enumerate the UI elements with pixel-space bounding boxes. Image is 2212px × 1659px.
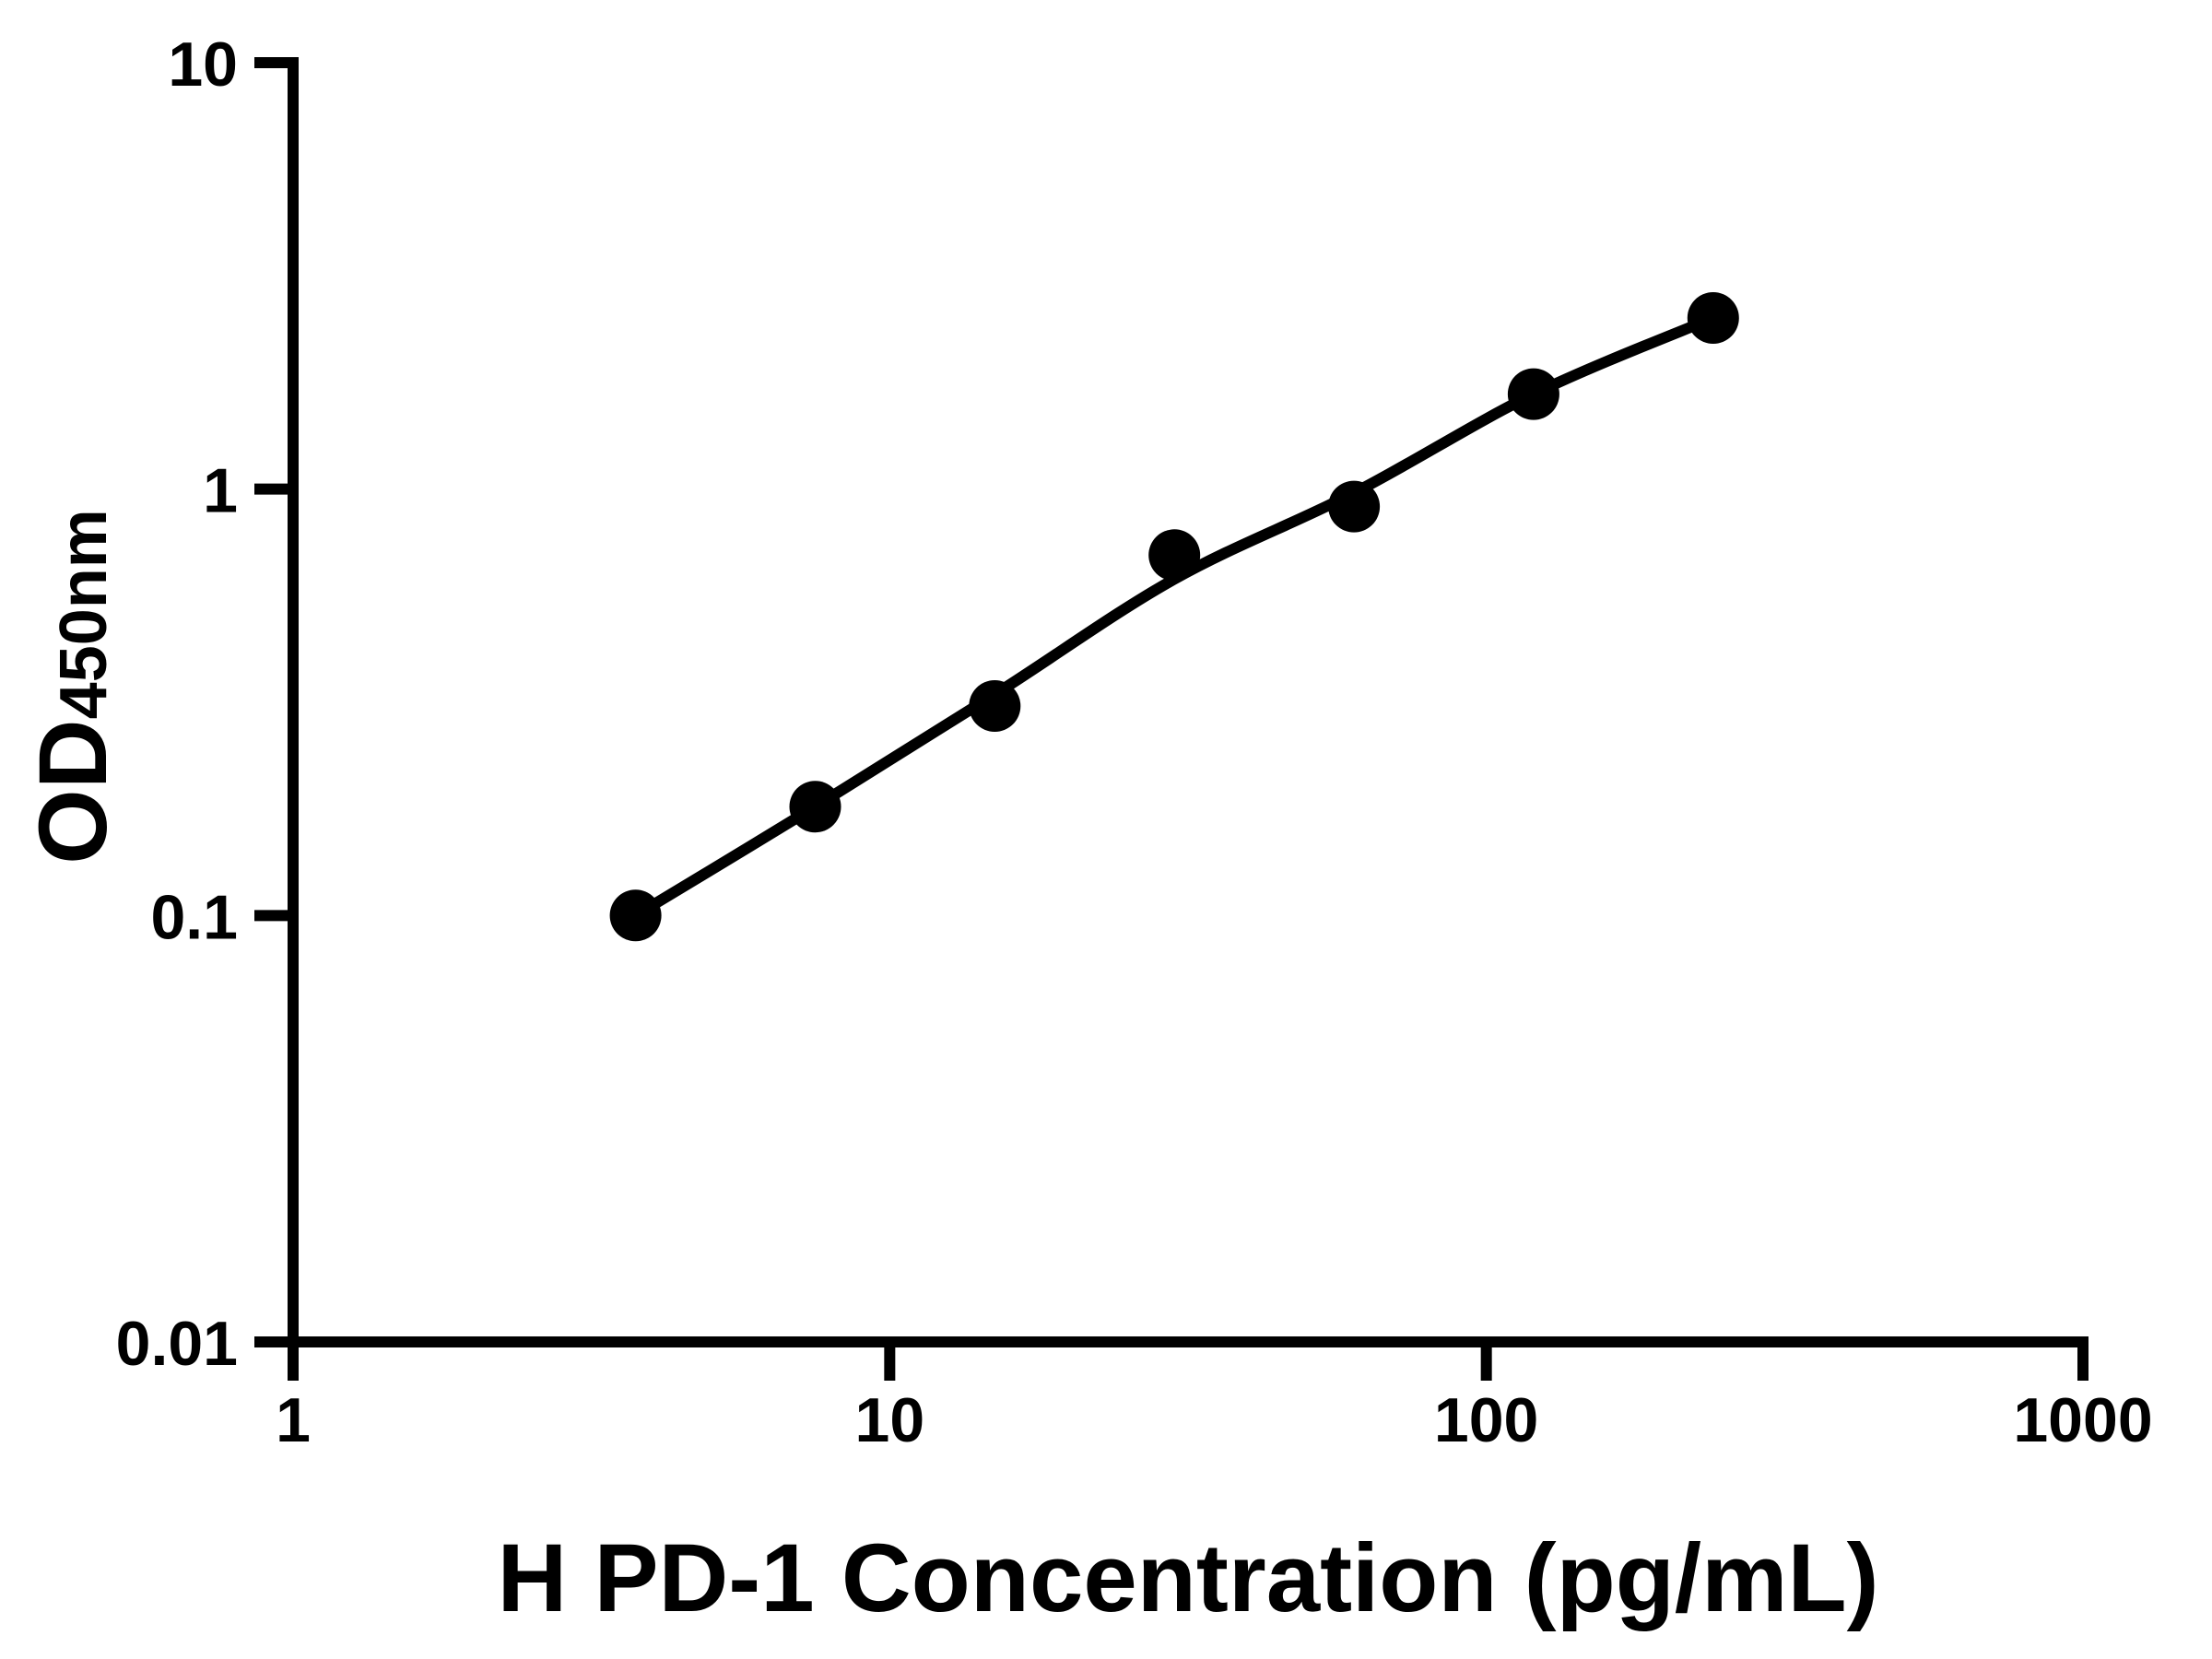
y-axis-title-sub: 450nm (47, 509, 121, 719)
data-point (969, 680, 1021, 732)
axes-layer: 1 10 100 1000 10 1 0.1 0.01 (116, 29, 2153, 1455)
y-tick-label: 0.01 (116, 1309, 238, 1379)
data-point (1687, 292, 1739, 344)
plot-layer (609, 292, 1739, 942)
y-tick-label: 10 (168, 29, 238, 100)
x-axis-title: H PD-1 Concentration (pg/mL) (497, 1524, 1878, 1632)
x-tick-label: 10 (855, 1385, 925, 1455)
data-point (609, 889, 662, 942)
x-tick-label: 1 (276, 1385, 311, 1455)
x-tick-label: 1000 (2013, 1385, 2152, 1455)
data-point (1507, 368, 1559, 420)
x-tick-label: 100 (1434, 1385, 1538, 1455)
y-axis-title: OD450nm (19, 509, 127, 865)
y-tick-label: 0.1 (150, 882, 238, 952)
data-point (789, 781, 841, 833)
data-point (1148, 529, 1201, 582)
y-tick-label: 1 (203, 456, 238, 526)
y-axis-title-main: OD (19, 719, 127, 865)
data-point (1328, 480, 1381, 533)
